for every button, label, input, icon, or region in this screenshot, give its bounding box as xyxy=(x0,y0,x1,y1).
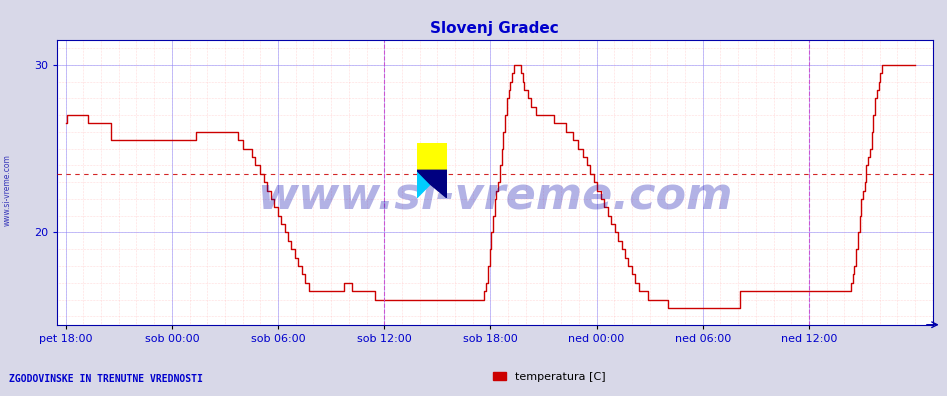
Text: www.si-vreme.com: www.si-vreme.com xyxy=(257,175,733,218)
Legend: temperatura [C]: temperatura [C] xyxy=(489,367,610,386)
Text: ZGODOVINSKE IN TRENUTNE VREDNOSTI: ZGODOVINSKE IN TRENUTNE VREDNOSTI xyxy=(9,374,204,384)
Bar xyxy=(417,143,447,170)
Polygon shape xyxy=(417,170,447,198)
Polygon shape xyxy=(417,170,430,198)
Text: www.si-vreme.com: www.si-vreme.com xyxy=(3,154,12,226)
Title: Slovenj Gradec: Slovenj Gradec xyxy=(431,21,559,36)
